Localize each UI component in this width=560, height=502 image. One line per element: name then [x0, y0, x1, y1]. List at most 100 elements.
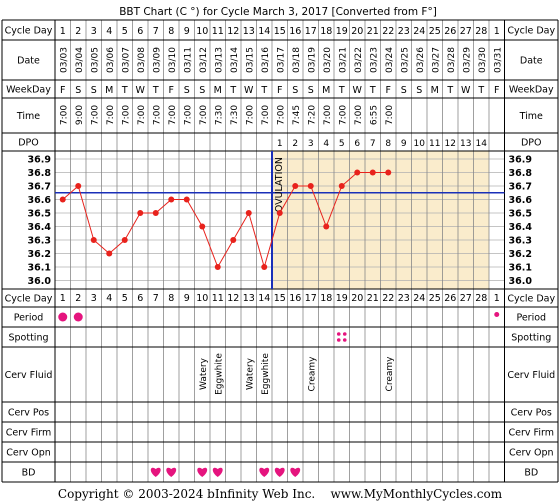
- cycle-day-cell: 14: [258, 26, 270, 37]
- temperature-point: [292, 183, 299, 189]
- weekday-cell: S: [199, 85, 205, 96]
- time-cell: 7:00: [137, 105, 147, 125]
- cycle-day-cell-bottom: 21: [367, 293, 379, 304]
- time-cell: 7:00: [385, 105, 395, 125]
- date-cell: 03/17: [276, 47, 286, 73]
- date-cell: 03/12: [199, 47, 209, 73]
- cycle-day-cell-bottom: 17: [305, 293, 317, 304]
- time-cell: 7:30: [230, 105, 240, 125]
- cycle-day-cell-bottom: 20: [351, 293, 363, 304]
- spotting-dot: [342, 332, 347, 336]
- cycle-day-cell-bottom: 9: [184, 293, 190, 304]
- row-label-cycle-day: Cycle Day: [5, 26, 53, 37]
- weekday-cell: M: [322, 85, 330, 96]
- row-label-cycle-day: Cycle Day: [5, 294, 53, 305]
- date-cell: 03/28: [447, 47, 457, 73]
- y-tick-label-right: 36.8: [509, 168, 533, 179]
- row-label-cerv-firm: Cerv Firm: [6, 428, 51, 439]
- weekday-cell: W: [353, 85, 363, 96]
- cycle-day-cell: 4: [106, 26, 112, 37]
- bd-heart: [212, 467, 223, 477]
- period-dot: [73, 312, 83, 322]
- y-tick-label: 36.9: [28, 155, 51, 166]
- row-label-time-right: Time: [519, 111, 543, 122]
- weekday-cell: W: [136, 85, 146, 96]
- bd-heart: [197, 467, 208, 477]
- cycle-day-cell-bottom: 11: [212, 293, 224, 304]
- cycle-day-cell: 13: [243, 26, 255, 37]
- weekday-cell: S: [91, 85, 97, 96]
- dpo-cell: 9: [401, 139, 407, 149]
- cerv-fluid-cell: Eggwhite: [261, 353, 271, 395]
- cycle-day-cell: 2: [75, 26, 81, 37]
- weekday-cell: W: [461, 85, 471, 96]
- weekday-cell: T: [477, 85, 484, 96]
- bd-heart: [290, 467, 301, 477]
- time-cell: 7:30: [214, 105, 224, 125]
- date-cell: 03/10: [168, 47, 178, 73]
- cycle-day-cell: 9: [184, 26, 190, 37]
- cycle-day-cell: 28: [475, 26, 487, 37]
- weekday-cell: S: [292, 85, 298, 96]
- cycle-day-cell: 27: [460, 26, 472, 37]
- row-label-cerv-fluid-right: Cerv Fluid: [507, 370, 555, 381]
- time-cell: 7:45: [292, 105, 302, 125]
- temperature-point: [276, 210, 283, 216]
- cycle-day-cell-bottom: 25: [429, 293, 441, 304]
- row-label-bd-right: BD: [524, 468, 538, 479]
- dpo-cell: 13: [460, 139, 471, 149]
- dpo-cell: 5: [339, 139, 345, 149]
- date-cell: 03/29: [462, 47, 472, 73]
- dpo-cell: 11: [429, 139, 440, 149]
- cycle-day-cell-bottom: 16: [289, 293, 301, 304]
- bd-heart: [166, 467, 177, 477]
- date-cell: 03/22: [354, 47, 364, 73]
- cycle-day-cell-bottom: 14: [258, 293, 270, 304]
- date-cell: 03/23: [369, 47, 379, 73]
- period-dot: [494, 312, 500, 317]
- date-cell: 03/25: [400, 47, 410, 73]
- weekday-cell: S: [308, 85, 314, 96]
- chart-title: BBT Chart (C °) for Cycle March 3, 2017 …: [119, 6, 437, 18]
- cycle-day-cell-bottom: 1: [494, 293, 500, 304]
- temperature-point: [338, 183, 345, 189]
- temperature-point: [230, 237, 237, 243]
- cycle-day-cell: 20: [351, 26, 363, 37]
- cycle-day-cell: 15: [274, 26, 286, 37]
- spotting-dot: [342, 338, 347, 342]
- footer-copyright: Copyright © 2003-2024 bInfinity Web Inc.…: [58, 487, 503, 501]
- cycle-day-cell: 6: [137, 26, 143, 37]
- cycle-day-cell-bottom: 7: [153, 293, 159, 304]
- date-cell: 03/21: [338, 47, 348, 73]
- temperature-point: [168, 196, 175, 203]
- temperature-point: [75, 183, 82, 189]
- cycle-day-cell-bottom: 18: [320, 293, 332, 304]
- cycle-day-cell: 21: [367, 26, 379, 37]
- time-cell: 7:00: [183, 105, 193, 125]
- date-cell: 03/15: [245, 47, 255, 73]
- time-cell: 7:00: [168, 105, 178, 125]
- y-tick-label-right: 36.4: [509, 222, 533, 233]
- cerv-fluid-cell: Creamy: [385, 356, 395, 392]
- time-cell: 7:00: [354, 105, 364, 125]
- weekday-cell: F: [60, 85, 65, 96]
- cerv-fluid-cell: Eggwhite: [214, 353, 224, 395]
- cycle-day-cell: 17: [305, 26, 317, 37]
- y-tick-label: 36.1: [28, 263, 51, 274]
- date-cell: 03/24: [385, 47, 395, 73]
- time-cell: 9:00: [75, 105, 85, 125]
- temperature-point: [106, 250, 113, 257]
- cycle-day-cell-bottom: 19: [336, 293, 348, 304]
- cycle-day-cell-bottom: 12: [227, 293, 239, 304]
- temperature-line: [62, 172, 389, 269]
- weekday-cell: F: [169, 85, 174, 96]
- row-label-weekday: WeekDay: [6, 85, 51, 96]
- row-label-dpo: DPO: [18, 138, 39, 149]
- weekday-cell: M: [105, 85, 113, 96]
- temperature-point: [137, 210, 144, 216]
- dpo-cell: 8: [385, 139, 391, 149]
- y-tick-label-right: 36.0: [509, 276, 533, 287]
- weekday-cell: S: [75, 85, 81, 96]
- weekday-cell: W: [244, 85, 254, 96]
